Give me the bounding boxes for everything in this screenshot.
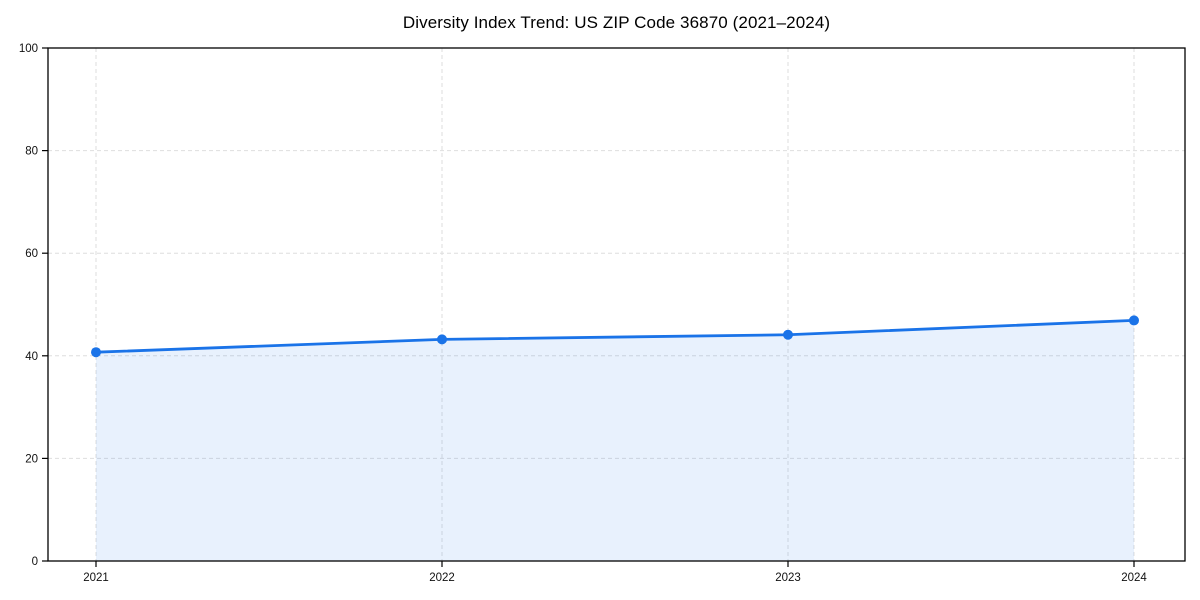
- chart-title: Diversity Index Trend: US ZIP Code 36870…: [402, 13, 831, 32]
- data-point-2022: [437, 334, 447, 345]
- x-tick-label: 2022: [429, 572, 455, 584]
- data-point-2021: [91, 347, 101, 358]
- x-tick-label: 2021: [83, 572, 109, 584]
- y-tick-label: 60: [25, 248, 38, 260]
- y-tick-label: 80: [25, 146, 38, 158]
- data-point-2023: [783, 329, 793, 340]
- area-fill: [96, 320, 1134, 561]
- x-tick-label: 2024: [1121, 572, 1147, 584]
- y-tick-label: 0: [32, 556, 38, 568]
- y-tick-label: 20: [25, 453, 38, 465]
- y-tick-label: 40: [25, 351, 38, 363]
- trend-line: [94, 319, 1136, 354]
- y-tick-label: 100: [19, 43, 38, 55]
- x-tick-label: 2023: [775, 572, 801, 584]
- data-point-2024: [1129, 315, 1139, 326]
- plot-border: [47, 47, 1186, 562]
